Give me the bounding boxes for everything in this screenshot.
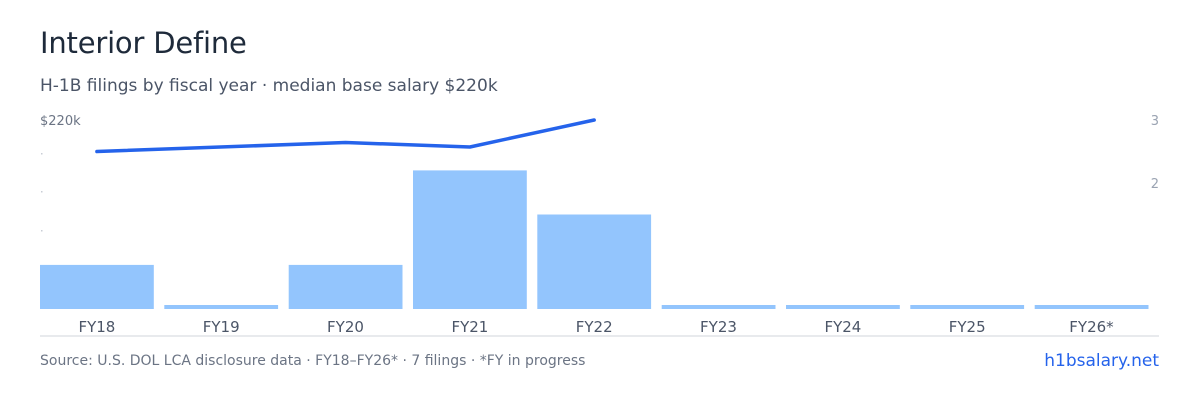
bar-fy22: [537, 214, 652, 309]
x-tick-label: FY19: [203, 318, 240, 336]
x-tick-label: FY24: [824, 318, 861, 336]
zero-bar-fy26-partial: [1034, 305, 1149, 309]
right-tick-label: 3: [1151, 114, 1159, 129]
left-tick-label: $220k: [40, 114, 81, 129]
page-subtitle: H-1B filings by fiscal year · median bas…: [40, 76, 498, 96]
x-tick-label: FY25: [949, 318, 986, 336]
right-axis-ticks: 23: [1151, 114, 1159, 192]
x-tick-label: FY18: [78, 318, 115, 336]
left-minor-tick: [41, 153, 43, 155]
zero-bar-fy25: [910, 305, 1025, 309]
x-tick-label: FY22: [576, 318, 613, 336]
brand-link[interactable]: h1bsalary.net: [1044, 351, 1159, 371]
bar-fy21: [413, 170, 527, 309]
bar-fy20: [288, 264, 403, 309]
zero-bar-markers: [164, 305, 1149, 309]
zero-bar-fy23: [661, 305, 776, 309]
page-title: Interior Define: [40, 26, 247, 60]
x-tick-label: FY23: [700, 318, 737, 336]
left-minor-tick: [41, 191, 43, 193]
zero-bar-fy24: [786, 305, 900, 309]
left-minor-tick: [41, 230, 43, 232]
x-tick-label: FY26*: [1069, 318, 1114, 336]
x-tick-labels: FY18 FY19 FY20 FY21 FY22 FY23 FY24 FY25 FY26*: [78, 318, 1114, 336]
right-tick-label: 2: [1151, 177, 1159, 192]
bar-fy18: [40, 264, 154, 309]
zero-bar-fy19: [164, 305, 279, 309]
bar-series: [40, 170, 652, 309]
x-tick-label: FY20: [327, 318, 364, 336]
x-tick-label: FY21: [451, 318, 488, 336]
source-note: Source: U.S. DOL LCA disclosure data · F…: [40, 353, 586, 369]
salary-line: [95, 118, 596, 154]
left-axis-ticks: $220k: [40, 114, 81, 232]
